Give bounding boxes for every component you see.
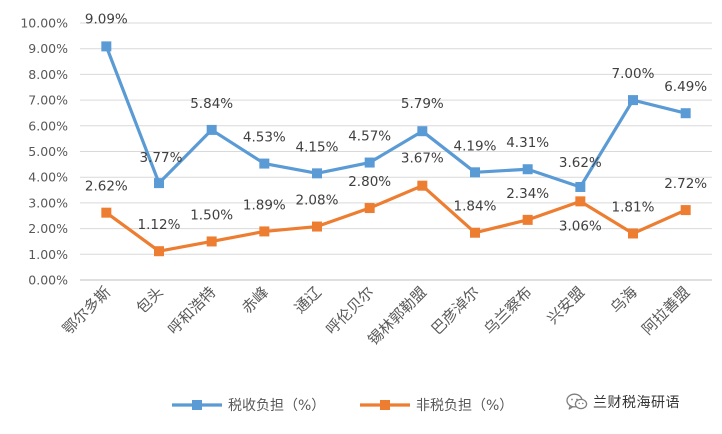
- data-label-series-1: 1.12%: [138, 217, 181, 233]
- data-label-series-0: 3.77%: [140, 150, 183, 166]
- y-tick-label: 4.00%: [28, 170, 68, 185]
- x-tick-label: 呼和浩特: [164, 283, 219, 338]
- x-tick-label: 赤峰: [238, 283, 272, 317]
- data-point-series-0: [575, 181, 586, 192]
- data-label-series-0: 4.19%: [454, 138, 497, 154]
- data-label-series-1: 2.34%: [506, 186, 549, 202]
- y-tick-label: 7.00%: [28, 93, 68, 108]
- y-tick-label: 8.00%: [28, 67, 68, 82]
- x-tick-label: 鄂尔多斯: [59, 283, 114, 338]
- data-point-series-1: [101, 207, 112, 218]
- data-point-series-1: [312, 221, 322, 232]
- data-point-series-1: [470, 227, 480, 238]
- y-tick-label: 2.00%: [28, 221, 68, 236]
- data-label-series-1: 2.80%: [348, 174, 391, 190]
- data-point-series-1: [206, 236, 217, 247]
- data-point-series-1: [154, 246, 164, 257]
- data-label-series-1: 1.81%: [612, 199, 655, 215]
- data-point-series-0: [101, 41, 112, 52]
- data-point-series-0: [680, 108, 691, 119]
- data-point-series-0: [312, 168, 322, 179]
- y-tick-label: 1.00%: [28, 247, 68, 262]
- data-label-series-0: 5.84%: [190, 96, 233, 112]
- data-label-series-1: 1.89%: [243, 197, 286, 213]
- x-tick-label: 乌兰察布: [480, 283, 535, 338]
- data-point-series-0: [154, 178, 164, 189]
- data-point-series-1: [522, 214, 533, 225]
- y-tick-label: 10.00%: [20, 16, 68, 31]
- x-tick-label: 通辽: [291, 283, 325, 317]
- data-label-series-0: 5.79%: [401, 96, 444, 112]
- watermark-text: 兰财税海研语: [593, 395, 680, 411]
- y-tick-label: 5.00%: [28, 144, 68, 159]
- legend-marker-1: [380, 400, 390, 410]
- y-tick-label: 3.00%: [28, 195, 68, 210]
- data-label-series-0: 4.53%: [243, 130, 286, 146]
- y-tick-label: 6.00%: [28, 118, 68, 133]
- data-label-series-0: 3.62%: [559, 155, 602, 171]
- data-point-series-0: [417, 126, 428, 137]
- y-tick-label: 9.00%: [28, 41, 68, 56]
- data-label-series-1: 2.72%: [664, 176, 707, 192]
- data-point-series-0: [628, 95, 638, 106]
- data-label-series-1: 2.08%: [296, 193, 339, 209]
- series-line-0: [104, 45, 687, 189]
- legend: 税收负担（%） 非税负担（%）: [172, 398, 513, 414]
- data-point-series-0: [206, 124, 217, 135]
- series-layer: [101, 41, 691, 257]
- data-label-series-0: 9.09%: [85, 11, 128, 27]
- data-point-series-1: [680, 205, 691, 216]
- data-point-series-1: [575, 196, 586, 207]
- data-label-series-0: 4.15%: [296, 139, 339, 155]
- data-label-series-0: 6.49%: [664, 79, 707, 95]
- x-tick-label: 阿拉善盟: [638, 283, 693, 338]
- data-label-series-1: 3.67%: [401, 151, 444, 167]
- x-tick-label: 兴安盟: [544, 283, 589, 328]
- x-tick-label: 巴彦淖尔: [428, 283, 483, 338]
- data-point-series-1: [364, 203, 375, 214]
- data-point-series-1: [417, 180, 428, 191]
- series-line-1: [105, 184, 687, 253]
- data-point-series-0: [522, 164, 533, 175]
- y-axis-labels: 0.00% 1.00% 2.00% 3.00% 4.00% 5.00% 6.00% 7.00%…: [20, 16, 68, 288]
- data-label-series-1: 1.50%: [190, 207, 233, 223]
- data-label-series-1: 1.84%: [454, 199, 497, 215]
- data-label-series-1: 3.06%: [559, 218, 602, 234]
- y-tick-label: 0.00%: [28, 273, 68, 288]
- gridlines: [80, 22, 712, 281]
- data-point-series-1: [259, 226, 270, 237]
- data-label-series-1: 2.62%: [85, 179, 128, 195]
- data-label-series-0: 4.57%: [348, 129, 391, 145]
- data-point-series-0: [259, 158, 270, 169]
- x-tick-label: 乌海: [607, 283, 641, 317]
- legend-label-1: 非税负担（%）: [416, 398, 513, 414]
- legend-marker-0: [192, 400, 202, 410]
- data-label-series-0: 4.31%: [506, 135, 549, 151]
- data-point-series-0: [470, 167, 480, 178]
- watermark: 兰财税海研语: [566, 391, 680, 413]
- data-label-series-0: 7.00%: [612, 66, 655, 82]
- x-tick-label: 包头: [133, 283, 167, 317]
- data-labels: 9.09% 3.77% 5.84% 4.53% 4.15% 4.57% 5.79% 4.19%…: [85, 11, 707, 234]
- legend-label-0: 税收负担（%）: [228, 398, 325, 414]
- data-point-series-1: [628, 228, 638, 239]
- data-point-series-0: [364, 157, 375, 168]
- wechat-icon: [566, 393, 588, 410]
